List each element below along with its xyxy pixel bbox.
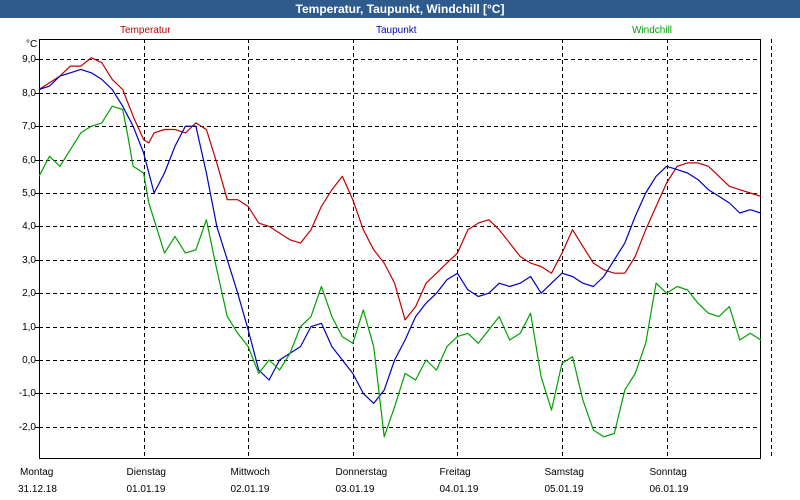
series-line-windchill [39, 105, 761, 438]
x-date-label: 06.01.19 [649, 484, 689, 495]
y-tick-label: 5,0 [22, 187, 36, 199]
legend-taupunkt: Taupunkt [376, 25, 417, 36]
legend-temperatur: Temperatur [120, 25, 171, 36]
y-tick-label: 9,0 [22, 53, 36, 65]
x-day-label: Dienstag [126, 467, 166, 478]
plot-area [39, 39, 761, 459]
y-tick-label: 0,0 [22, 354, 36, 366]
x-day-label: Donnerstag [335, 467, 388, 478]
series-line-temperatur [39, 57, 761, 321]
x-date-label: 04.01.19 [439, 484, 479, 495]
x-date-label: 03.01.19 [335, 484, 375, 495]
x-day-label: Montag [20, 467, 54, 478]
y-tick-label: -2,0 [18, 421, 36, 433]
y-axis-unit-label: °C [26, 39, 38, 50]
y-tick-label: 3,0 [22, 254, 36, 266]
x-day-label: Freitag [439, 467, 471, 478]
x-date-label: 31.12.18 [18, 484, 57, 495]
x-date-label: 05.01.19 [544, 484, 584, 495]
y-tick-label: 1,0 [22, 321, 36, 333]
x-date-label: 02.01.19 [230, 484, 270, 495]
chart-title: Temperatur, Taupunkt, Windchill [°C] [295, 2, 505, 16]
x-day-label: Sonntag [649, 467, 687, 478]
y-tick-label: 7,0 [22, 120, 36, 132]
x-date-label: 01.01.19 [126, 484, 166, 495]
y-tick-label: 4,0 [22, 220, 36, 232]
series-line-taupunkt [39, 68, 761, 404]
y-tick-label: 2,0 [22, 287, 36, 299]
x-day-label: Mittwoch [230, 467, 270, 478]
legend-windchill: Windchill [632, 25, 673, 36]
x-day-label: Samstag [544, 467, 584, 478]
series-group [39, 57, 761, 438]
chart-title-bar: Temperatur, Taupunkt, Windchill [°C] [0, 0, 800, 18]
y-tick-label: 6,0 [22, 154, 36, 166]
y-tick-label: 8,0 [22, 87, 36, 99]
y-tick-label: -1,0 [18, 387, 36, 399]
